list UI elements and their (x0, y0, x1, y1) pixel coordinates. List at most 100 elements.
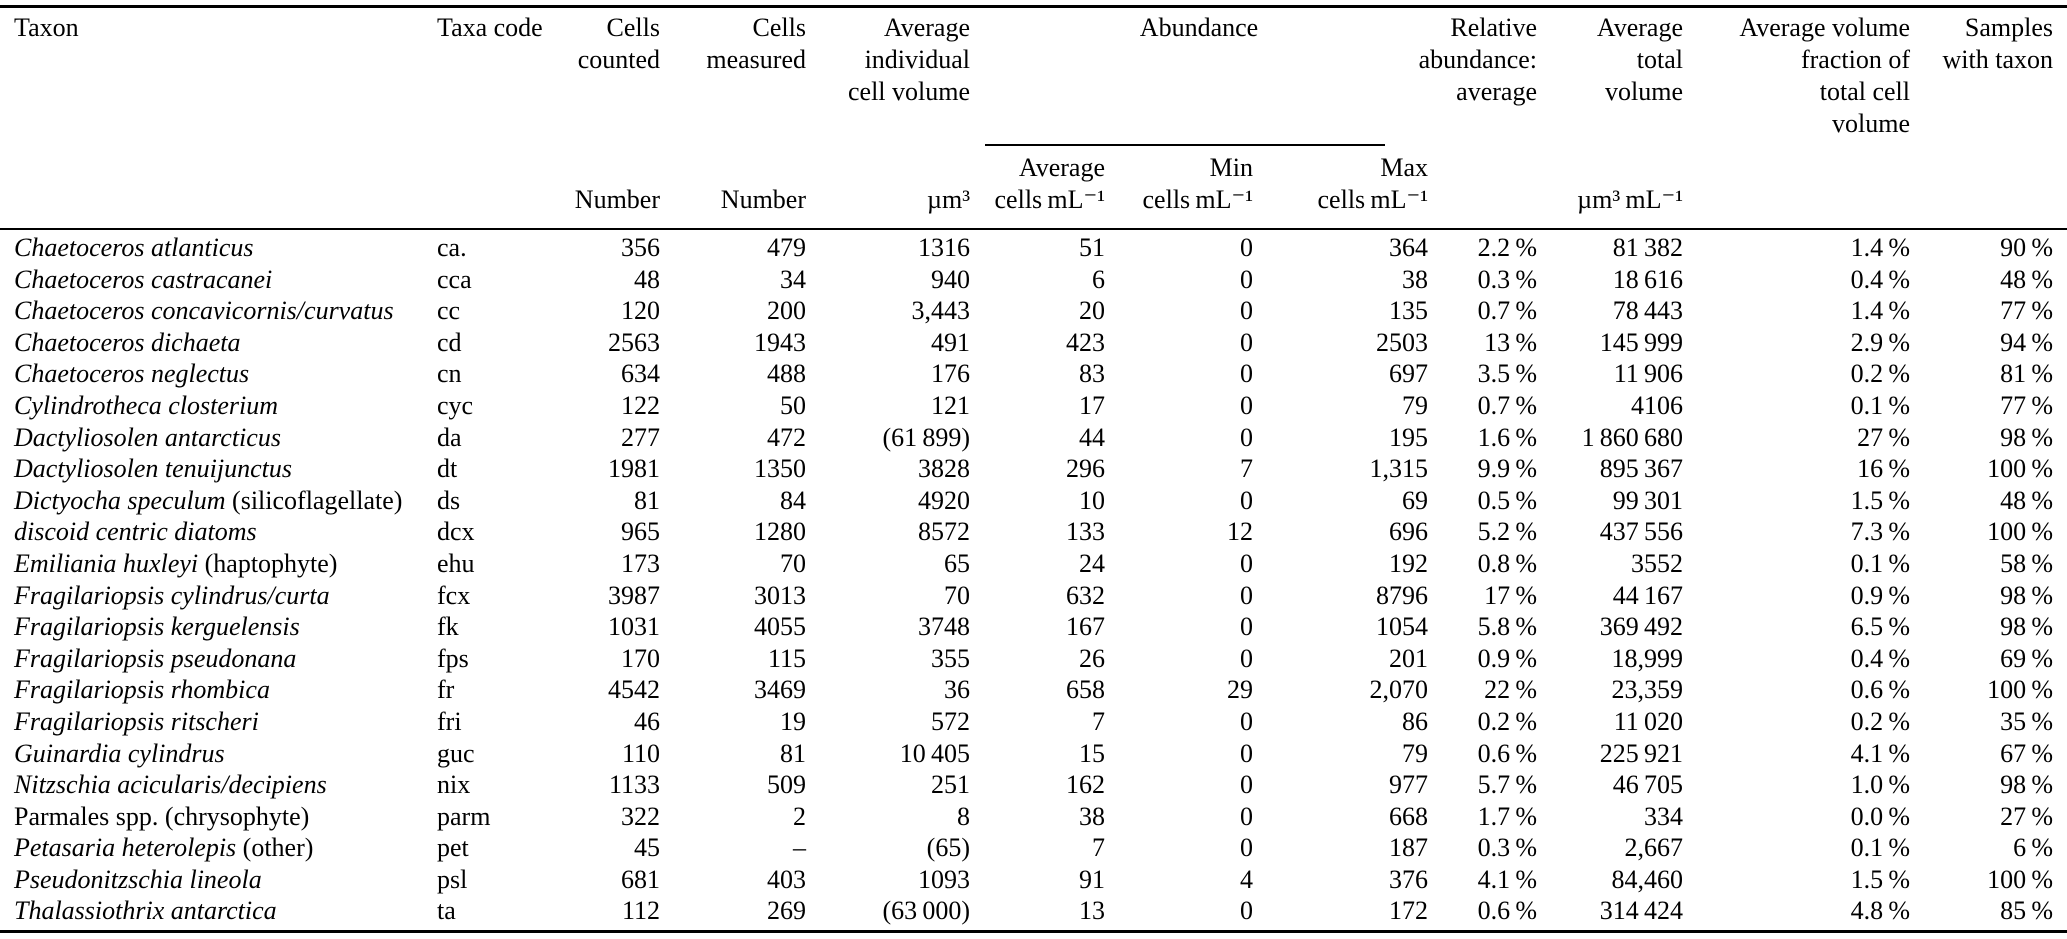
total-volume-cell: 314 424 (1599, 896, 1683, 926)
unit-total-volume: µm³ mL⁻¹ (1577, 185, 1683, 214)
relative-abundance-cell: 22 % (1484, 675, 1537, 705)
total-volume-cell: 84,460 (1611, 864, 1684, 894)
table-row: Chaetoceros neglectus cn 634 488 176 83 … (0, 358, 2067, 390)
cell-volume-cell: 70 (944, 580, 970, 610)
samples-cell: 6 % (2013, 833, 2053, 863)
abundance-max-cell: 1,315 (1369, 454, 1429, 484)
total-volume-cell: 895 367 (1599, 454, 1683, 484)
taxa-code-cell: cn (437, 359, 462, 389)
samples-cell: 67 % (2000, 738, 2053, 768)
col-header-cell-volume: Average individual cell volume (847, 13, 970, 106)
taxon-cell: Chaetoceros concavicornis/curvatus (0, 295, 437, 327)
abundance-average-cell: 6 (1092, 264, 1105, 294)
cell-volume-cell: 3,443 (911, 296, 971, 326)
samples-cell: 81 % (2000, 359, 2053, 389)
taxa-code-cell: da (437, 422, 462, 452)
taxon-name: Cylindrotheca closterium (14, 390, 279, 420)
cells-counted-cell: 46 (634, 706, 660, 736)
cell-volume-cell: 121 (931, 390, 970, 420)
relative-abundance-cell: 1.7 % (1477, 801, 1537, 831)
samples-cell: 58 % (2000, 548, 2053, 578)
cells-measured-cell: 2 (793, 801, 806, 831)
cells-measured-cell: 488 (767, 359, 806, 389)
taxon-cell: Chaetoceros atlanticus (0, 232, 437, 264)
cells-counted-cell: 81 (634, 485, 660, 515)
abundance-min-cell: 0 (1240, 643, 1253, 673)
samples-cell: 98 % (2000, 770, 2053, 800)
relative-abundance-cell: 0.9 % (1477, 643, 1537, 673)
relative-abundance-cell: 17 % (1484, 580, 1537, 610)
taxon-cell: Fragilariopsis kerguelensis (0, 611, 437, 643)
abundance-average-cell: 51 (1079, 233, 1105, 262)
cells-counted-cell: 120 (621, 296, 660, 326)
taxa-code-cell: parm (437, 801, 491, 831)
taxa-code-cell: cc (437, 296, 461, 326)
cells-measured-cell: 479 (767, 233, 806, 262)
abundance-max-cell: 977 (1389, 770, 1428, 800)
volume-fraction-cell: 0.0 % (1850, 801, 1910, 831)
total-volume-cell: 334 (1644, 801, 1683, 831)
samples-cell: 85 % (2000, 896, 2053, 926)
abundance-average-cell: 44 (1079, 422, 1105, 452)
abundance-max-cell: 187 (1389, 833, 1428, 863)
taxa-code-cell: fps (437, 643, 469, 673)
taxon-cell: Fragilariopsis cylindrus/curta (0, 580, 437, 612)
volume-fraction-cell: 1.4 % (1850, 233, 1910, 262)
abundance-average-cell: 133 (1066, 517, 1105, 547)
abundance-min-cell: 0 (1240, 359, 1253, 389)
volume-fraction-cell: 0.9 % (1850, 580, 1910, 610)
abundance-max-cell: 86 (1402, 706, 1428, 736)
abundance-average-cell: 26 (1079, 643, 1105, 673)
table-row: Chaetoceros concavicornis/curvatus cc 12… (0, 295, 2067, 327)
taxa-code-cell: fri (437, 706, 462, 736)
samples-cell: 94 % (2000, 327, 2053, 357)
total-volume-cell: 23,359 (1611, 675, 1684, 705)
cell-volume-cell: 4920 (918, 485, 970, 515)
abundance-average-cell: 162 (1066, 770, 1105, 800)
table-row: Thalassiothrix antarctica ta 112 269 (63… (0, 895, 2067, 927)
abundance-average-cell: 7 (1092, 706, 1105, 736)
table-row: Chaetoceros dichaeta cd 2563 1943 491 42… (0, 327, 2067, 359)
taxon-qualifier: Parmales spp. (chrysophyte) (14, 801, 310, 831)
cells-measured-cell: 1280 (754, 517, 806, 547)
table-row: Guinardia cylindrus guc 110 81 10 405 15… (0, 738, 2067, 770)
abundance-average-cell: 91 (1079, 864, 1105, 894)
col-header-cells-counted: Cells counted (577, 13, 660, 74)
col-header-abundance-min: Min cells mL⁻¹ (1142, 153, 1253, 214)
relative-abundance-cell: 0.5 % (1477, 485, 1537, 515)
cells-measured-cell: 50 (780, 390, 806, 420)
relative-abundance-cell: 0.7 % (1477, 296, 1537, 326)
table-body: Chaetoceros atlanticus ca. 356 479 1316 … (0, 230, 2067, 927)
cells-counted-cell: 122 (621, 390, 660, 420)
relative-abundance-cell: 0.3 % (1477, 833, 1537, 863)
cells-counted-cell: 112 (621, 896, 660, 926)
volume-fraction-cell: 6.5 % (1850, 612, 1910, 642)
relative-abundance-cell: 4.1 % (1477, 864, 1537, 894)
samples-cell: 98 % (2000, 580, 2053, 610)
taxon-cell: Emiliania huxleyi (haptophyte) (0, 548, 437, 580)
abundance-max-cell: 376 (1389, 864, 1428, 894)
cell-volume-cell: 3748 (918, 612, 970, 642)
cell-volume-cell: 355 (931, 643, 970, 673)
total-volume-cell: 46 705 (1612, 770, 1683, 800)
taxon-name: Emiliania huxleyi (14, 548, 199, 578)
abundance-min-cell: 0 (1240, 296, 1253, 326)
taxon-name: Fragilariopsis kerguelensis (14, 612, 300, 642)
cells-counted-cell: 170 (621, 643, 660, 673)
relative-abundance-cell: 5.8 % (1477, 612, 1537, 642)
abundance-max-cell: 201 (1389, 643, 1428, 673)
cells-measured-cell: 19 (780, 706, 806, 736)
cells-measured-cell: 200 (767, 296, 806, 326)
relative-abundance-cell: 5.7 % (1477, 770, 1537, 800)
taxon-name: Dictyocha speculum (14, 485, 226, 515)
cells-measured-cell: 269 (767, 896, 806, 926)
volume-fraction-cell: 2.9 % (1850, 327, 1910, 357)
volume-fraction-cell: 0.2 % (1850, 706, 1910, 736)
cells-measured-cell: 1943 (754, 327, 806, 357)
samples-cell: 77 % (2000, 390, 2053, 420)
unit-cell-volume: µm³ (927, 185, 970, 214)
cells-counted-cell: 277 (621, 422, 660, 452)
volume-fraction-cell: 16 % (1857, 454, 1910, 484)
abundance-max-cell: 2,070 (1369, 675, 1429, 705)
